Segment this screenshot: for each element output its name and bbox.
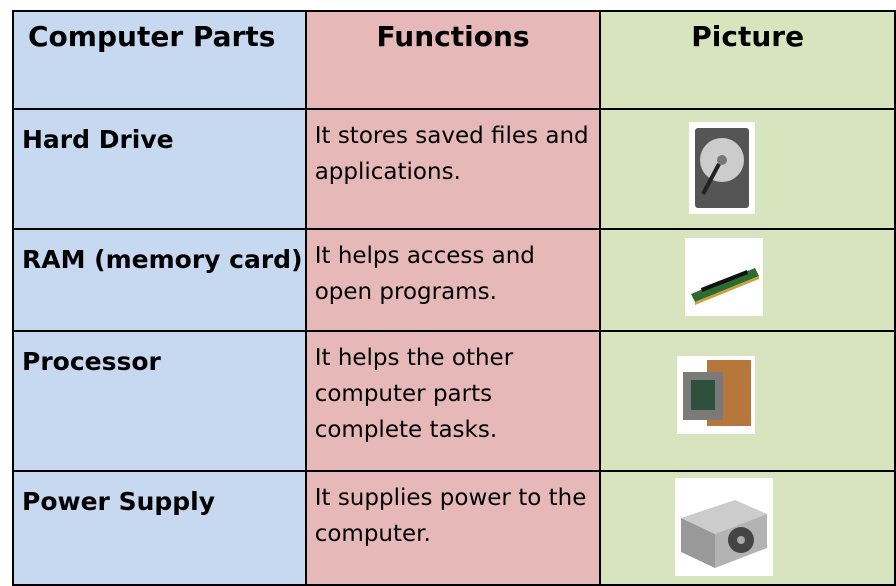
part-name: Power Supply	[12, 470, 307, 586]
part-function: It helps the other computer parts comple…	[304, 330, 602, 472]
processor-icon	[677, 356, 756, 434]
power-supply-icon	[675, 478, 774, 576]
picture-cell	[599, 228, 896, 332]
row: Power Supply It supplies power to the co…	[12, 470, 896, 586]
part-name: Hard Drive	[12, 108, 307, 230]
part-function: It helps access and open programs.	[304, 228, 602, 332]
picture-cell	[599, 470, 896, 586]
part-function: It supplies power to the computer.	[304, 470, 602, 586]
row: RAM (memory card) It helps access and op…	[12, 228, 896, 332]
header-cell: Picture	[599, 10, 896, 110]
part-name: RAM (memory card)	[12, 228, 307, 332]
ram-icon	[685, 238, 764, 316]
picture-cell	[599, 330, 896, 472]
hard-drive-icon	[689, 122, 756, 214]
header-cell: Functions	[304, 10, 602, 110]
parts-table: Computer Parts Functions Picture Hard Dr…	[12, 10, 896, 586]
picture-cell	[599, 108, 896, 230]
part-name: Processor	[12, 330, 307, 472]
header-cell: Computer Parts	[12, 10, 307, 110]
header-row: Computer Parts Functions Picture	[12, 10, 896, 110]
row: Hard Drive It stores saved files and app…	[12, 108, 896, 230]
row: Processor It helps the other computer pa…	[12, 330, 896, 472]
part-function: It stores saved files and applications.	[304, 108, 602, 230]
